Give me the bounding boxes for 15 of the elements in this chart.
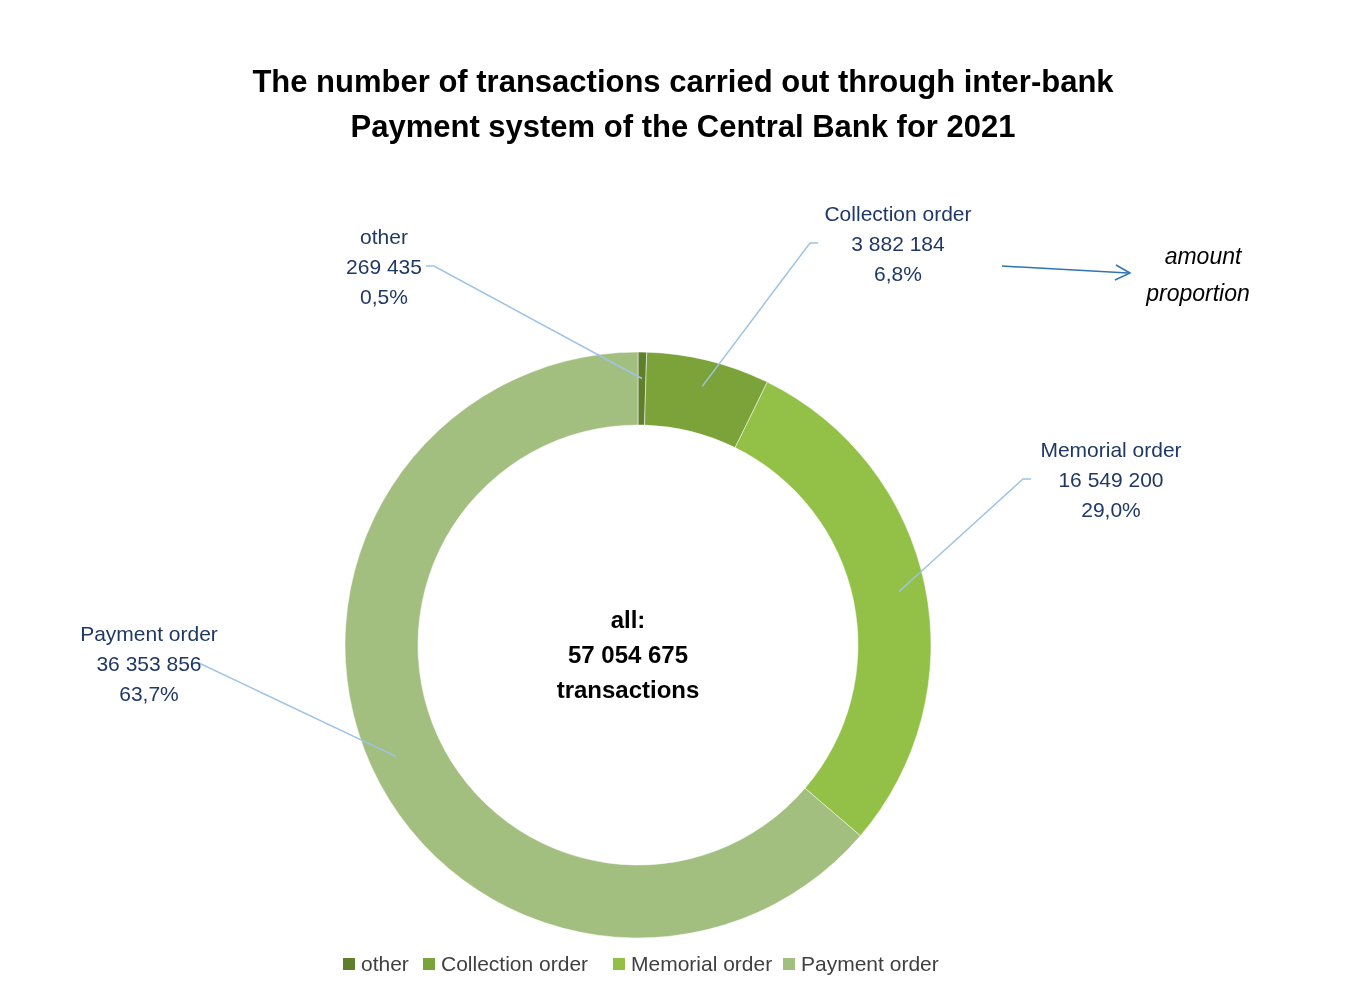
legend-label: Collection order bbox=[441, 952, 589, 975]
data-label: 16 549 200 29,0% bbox=[1058, 468, 1164, 521]
data-label: 269 435 0,5% bbox=[346, 255, 422, 308]
legend-label: Memorial order bbox=[631, 952, 773, 975]
text: all: 57 054 675 transactions bbox=[556, 606, 700, 703]
text: amount proportion bbox=[1145, 243, 1250, 306]
chart-title: The number of transactions carried out through inter-bank Payment system of the Central Bank for 2021 bbox=[252, 64, 1115, 144]
slice-label: Payment order bbox=[80, 622, 218, 645]
slice-label: Memorial order bbox=[1040, 438, 1182, 461]
data-label: 36 353 856 63,7% bbox=[96, 652, 202, 705]
legend-label: Payment order bbox=[801, 952, 939, 975]
legend-label: other bbox=[361, 952, 409, 975]
data-label: 3 882 184 6,8% bbox=[851, 232, 946, 285]
slice-label: Collection order bbox=[824, 202, 972, 225]
slice-label: other bbox=[360, 225, 408, 248]
